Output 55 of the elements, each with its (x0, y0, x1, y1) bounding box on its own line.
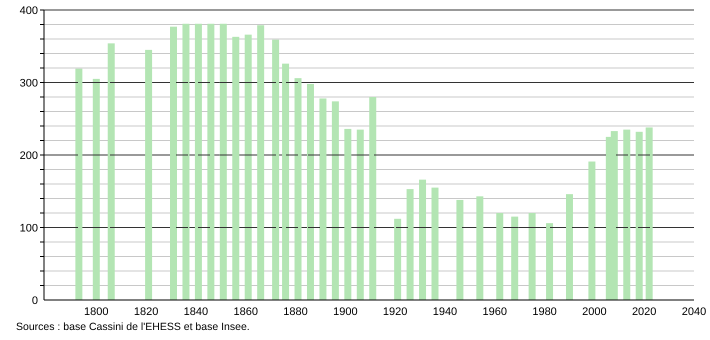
bar (476, 196, 484, 300)
bar (282, 64, 290, 300)
bar (232, 36, 240, 300)
bar (419, 180, 426, 300)
y-tick-label: 200 (20, 150, 38, 162)
x-tick-label: 1900 (333, 306, 358, 318)
x-tick-label: 1880 (283, 306, 308, 318)
x-tick-label: 1980 (532, 306, 557, 318)
bar (356, 130, 364, 300)
bar (496, 213, 504, 300)
y-tick-label: 400 (20, 4, 38, 17)
x-tick-label: 1940 (432, 306, 458, 318)
bar (394, 218, 402, 300)
bar (257, 25, 264, 300)
bar (406, 189, 414, 300)
bar (207, 24, 214, 300)
bar (306, 84, 314, 300)
bar (294, 78, 302, 300)
x-tick-label: 1960 (482, 306, 508, 318)
bar (170, 26, 177, 300)
x-tick-label: 2000 (582, 306, 607, 318)
y-tick-label: 0 (32, 294, 38, 307)
x-tick-label: 1860 (233, 306, 258, 318)
bar (344, 128, 352, 300)
bar (511, 216, 518, 300)
bar (319, 98, 326, 300)
bar (636, 132, 643, 300)
bar (194, 24, 202, 300)
bar (369, 97, 376, 300)
x-tick-label: 1800 (84, 306, 109, 318)
bar (244, 34, 252, 300)
y-tick-label: 300 (20, 77, 38, 90)
bar (332, 101, 339, 300)
bar (646, 127, 653, 300)
bar (456, 200, 464, 300)
y-tick-label: 100 (20, 222, 38, 234)
bar (431, 188, 438, 300)
x-tick-label: 2040 (682, 306, 706, 318)
bar (272, 40, 280, 300)
bar (75, 68, 82, 300)
bar (623, 130, 630, 300)
bar (566, 194, 573, 300)
bar (145, 50, 152, 300)
bar (588, 162, 596, 300)
x-tick-label: 1840 (184, 306, 208, 318)
source-note: Sources : base Cassini de l'EHESS et base Insee. (16, 321, 250, 333)
bar (108, 43, 115, 300)
x-tick-label: 1820 (134, 306, 158, 318)
bar (92, 78, 100, 300)
x-tick-label: 1920 (382, 306, 408, 318)
bar (182, 24, 190, 300)
bar (546, 223, 554, 300)
bar (220, 24, 227, 300)
bar (528, 213, 536, 300)
x-tick-label: 2020 (632, 306, 656, 318)
